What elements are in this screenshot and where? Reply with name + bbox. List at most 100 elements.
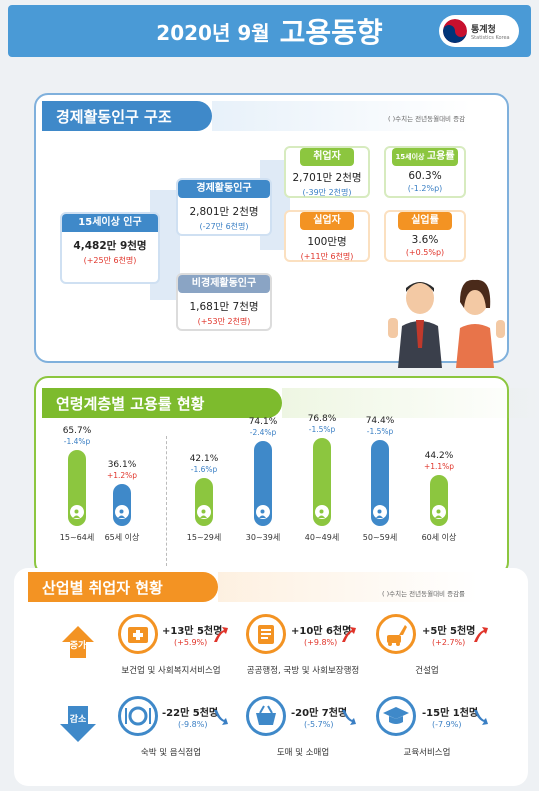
employment-rate-value: 60.3% [408, 170, 442, 182]
employment-rate-box: 15세이상 고용률 60.3% (-1.2%p) [384, 146, 466, 198]
axis-label: 40~49세 [304, 533, 340, 542]
bar-change-label: -1.5%p [366, 427, 394, 437]
person-icon [314, 504, 330, 520]
health-pct: (+5.9%) [174, 638, 208, 647]
bar-change-label: -1.6%p [190, 464, 218, 474]
construction-pct: (+2.7%) [432, 638, 466, 647]
taegeuk-icon [443, 19, 467, 43]
excavator-icon [376, 614, 416, 654]
employment-rate-change: (-1.2%p) [407, 184, 443, 193]
title-main: 고용동향 [279, 16, 383, 49]
section-title-age: 연령계층별 고용률 현황 [42, 388, 539, 418]
plate-cutlery-icon [118, 696, 158, 736]
person-icon [255, 504, 271, 520]
construction-name: 건설업 [415, 666, 439, 676]
retail-value: -20만 7천명 [291, 708, 348, 719]
public-pct: (+9.8%) [304, 638, 338, 647]
up-arrow-icon [342, 627, 356, 642]
bar-40~49세 [313, 437, 331, 526]
decrease-label: 감소 [69, 715, 87, 725]
unemployed-change: (+11만 6천명) [300, 252, 354, 261]
bar-change-label: -1.4%p [63, 437, 91, 447]
industry-note: ( )수치는 전년동월대비 증감률 [382, 590, 466, 598]
health-name: 보건업 및 사회복지서비스업 [121, 666, 221, 676]
bar-value-label: 42.1% [189, 453, 219, 464]
section-title-structure: 경제활동인구 구조 [42, 101, 472, 131]
axis-label: 15~64세 [59, 533, 95, 542]
retail-name: 도매 및 소매업 [276, 748, 330, 758]
down-arrow-icon [474, 710, 488, 725]
unemployment-rate-value: 3.6% [411, 234, 439, 246]
down-arrow-icon [342, 710, 356, 725]
health-value: +13만 5천명 [162, 626, 223, 637]
axis-label: 30~39세 [245, 533, 281, 542]
medical-kit-icon [118, 614, 158, 654]
title-year-month: 2020년 9월 [156, 20, 270, 45]
employed-label: 취업자 [300, 148, 354, 166]
axis-label: 15~29세 [186, 533, 222, 542]
construction-value: +5만 5천명 [422, 626, 476, 637]
down-arrow-icon [214, 710, 228, 725]
document-scroll-icon [246, 614, 286, 654]
econ-inactive-label: 비경제활동인구 [178, 275, 270, 293]
statistics-korea-logo: 통계청 Statistics Korea [439, 15, 519, 47]
public-name: 공공행정, 국방 및 사회보장행정 [246, 666, 360, 676]
food-name: 숙박 및 음식점업 [140, 748, 202, 758]
unemployed-box: 실업자 100만명 (+11만 6천명) [284, 210, 370, 262]
axis-label: 65세 이상 [104, 533, 140, 542]
employed-box: 취업자 2,701만 2천명 (-39만 2천명) [284, 146, 370, 198]
bar-change-label: -2.4%p [249, 427, 277, 437]
page-title: 2020년 9월 고용동향 [8, 5, 531, 57]
bar-value-label: 36.1% [107, 460, 137, 471]
pop15-change: (+25만 6천명) [83, 256, 137, 265]
econ-inactive-value: 1,681만 7천명 [189, 301, 259, 313]
person-icon [431, 504, 447, 520]
increase-tag: 증가 [60, 624, 96, 660]
bar-change-label: +1.2%p [106, 471, 138, 481]
bar-value-label: 76.8% [307, 413, 337, 424]
retail-pct: (-5.7%) [304, 720, 334, 729]
increase-label: 증가 [69, 641, 87, 651]
bar-value-label: 74.4% [365, 416, 395, 427]
econ-active-change: (-27만 6천명) [199, 222, 249, 231]
age-employment-chart: 65.7% -1.4%p 15~64세 36.1% +1.2%p 65세 이상 42.1% -… [34, 376, 509, 576]
people-illustration [388, 279, 505, 368]
up-arrow-icon [214, 627, 228, 642]
axis-label: 50~59세 [362, 533, 398, 542]
bar-value-label: 74.1% [248, 416, 278, 427]
person-icon [196, 504, 212, 520]
employment-rate-label: 15세이상 고용률 [392, 148, 458, 166]
econ-active-label: 경제활동인구 [178, 180, 270, 198]
decrease-tag: 감소 [58, 704, 98, 744]
section-note: ( )수치는 전년동월대비 증감 [388, 115, 466, 123]
employed-change: (-39만 2천명) [302, 188, 352, 197]
axis-label: 60세 이상 [421, 533, 457, 542]
logo-text-en: Statistics Korea [471, 34, 510, 41]
food-value: -22만 5천명 [162, 708, 219, 719]
graduation-cap-icon [376, 696, 416, 736]
unemployment-rate-box: 실업률 3.6% (+0.5%p) [384, 210, 466, 262]
econ-active-value: 2,801만 2천명 [189, 206, 259, 218]
bar-change-label: +1.1%p [423, 462, 455, 472]
employed-value: 2,701만 2천명 [292, 172, 362, 184]
education-name: 교육서비스업 [403, 748, 451, 758]
unemployed-value: 100만명 [307, 236, 347, 248]
basket-icon [246, 696, 286, 736]
person-icon [114, 504, 130, 520]
group-divider [166, 436, 167, 566]
section-title-industry: 산업별 취업자 현황 [28, 572, 478, 602]
pop15-box: 15세이상 인구 4,482만 9천명 (+25만 6천명) [60, 212, 160, 284]
person-icon [372, 504, 388, 520]
unemployed-label: 실업자 [300, 212, 354, 230]
pop15-label: 15세이상 인구 [62, 214, 158, 232]
education-value: -15만 1천명 [422, 708, 479, 719]
unemployment-rate-change: (+0.5%p) [405, 248, 445, 257]
logo-text-kr: 통계청 [471, 24, 496, 35]
education-pct: (-7.9%) [432, 720, 462, 729]
bar-change-label: -1.5%p [308, 424, 336, 434]
econ-inactive-change: (+53만 2천명) [197, 317, 251, 326]
up-arrow-icon [474, 627, 488, 642]
bar-value-label: 65.7% [62, 426, 92, 437]
pop15-value: 4,482만 9천명 [73, 240, 147, 252]
person-icon [69, 504, 85, 520]
